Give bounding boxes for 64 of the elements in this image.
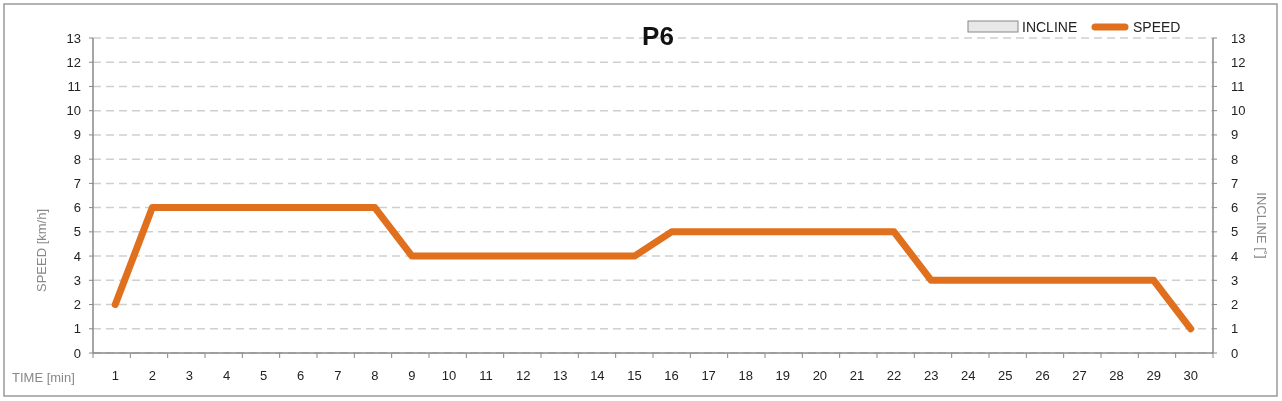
y2-tick-label: 3 — [1231, 272, 1239, 288]
y2-tick-label: 11 — [1231, 79, 1245, 95]
x-tick-label: 13 — [553, 368, 568, 383]
legend-label: SPEED — [1133, 19, 1181, 35]
x-tick-label: 16 — [664, 368, 679, 383]
x-tick-label: 15 — [627, 368, 642, 383]
y2-axis-title: INCLINE [˚] — [1254, 192, 1269, 259]
x-tick-label: 9 — [408, 368, 416, 383]
x-tick-label: 3 — [185, 368, 194, 383]
x-tick-label: 1 — [111, 368, 119, 383]
x-tick-label: 23 — [923, 368, 939, 383]
y-tick-label: 3 — [73, 272, 81, 288]
y2-tick-label: 12 — [1231, 54, 1246, 70]
x-tick-label: 25 — [998, 368, 1013, 383]
x-tick-label: 29 — [1146, 368, 1161, 383]
y-tick-label: 0 — [73, 345, 81, 361]
y2-tick-label: 2 — [1231, 297, 1239, 313]
x-tick-label: 4 — [222, 368, 231, 383]
x-tick-label: 10 — [441, 368, 457, 383]
x-tick-label: 6 — [297, 368, 305, 383]
x-axis-title: TIME [min] — [12, 370, 75, 385]
y-tick-label: 7 — [73, 175, 81, 191]
y-tick-label: 5 — [73, 224, 81, 240]
y-tick-label: 11 — [67, 79, 81, 95]
x-tick-label: 2 — [148, 368, 156, 383]
y-tick-label: 2 — [73, 297, 81, 313]
x-tick-label: 11 — [479, 368, 493, 383]
y-tick-label: 1 — [73, 321, 81, 337]
x-tick-label: 12 — [515, 368, 531, 383]
x-tick-label: 28 — [1109, 368, 1124, 383]
x-tick-label: 20 — [812, 368, 828, 383]
y-tick-label: 9 — [73, 127, 81, 143]
x-tick-label: 17 — [701, 368, 716, 383]
y2-tick-label: 5 — [1231, 224, 1239, 240]
y-tick-label: 4 — [73, 248, 81, 264]
y2-tick-label: 10 — [1231, 103, 1246, 119]
chart-title: P6 — [642, 21, 674, 51]
y-tick-label: 13 — [66, 30, 81, 46]
x-tick-label: 26 — [1035, 368, 1050, 383]
x-tick-label: 24 — [961, 368, 976, 383]
y-tick-label: 8 — [73, 151, 81, 167]
y-axis-title: SPEED [km/h] — [34, 208, 49, 293]
x-tick-label: 22 — [886, 368, 902, 383]
x-tick-label: 14 — [590, 368, 605, 383]
y2-tick-label: 6 — [1231, 200, 1239, 216]
y2-tick-label: 13 — [1231, 30, 1246, 46]
legend-label: INCLINE — [1022, 19, 1078, 35]
y2-tick-label: 9 — [1231, 127, 1239, 143]
y-tick-label: 12 — [66, 54, 81, 70]
y-tick-label: 6 — [73, 200, 81, 216]
x-tick-label: 7 — [334, 368, 342, 383]
y2-tick-label: 4 — [1231, 248, 1239, 264]
x-tick-label: 8 — [371, 368, 379, 383]
x-tick-label: 27 — [1072, 368, 1087, 383]
x-tick-label: 5 — [259, 368, 268, 383]
x-tick-label: 18 — [738, 368, 753, 383]
x-tick-label: 19 — [775, 368, 791, 383]
y2-tick-label: 8 — [1231, 151, 1239, 167]
x-tick-label: 30 — [1183, 368, 1198, 383]
y-tick-label: 10 — [66, 103, 81, 119]
y2-tick-label: 7 — [1231, 175, 1239, 191]
y2-tick-label: 0 — [1231, 345, 1239, 361]
y2-tick-label: 1 — [1231, 321, 1239, 337]
x-tick-label: 21 — [849, 368, 865, 383]
